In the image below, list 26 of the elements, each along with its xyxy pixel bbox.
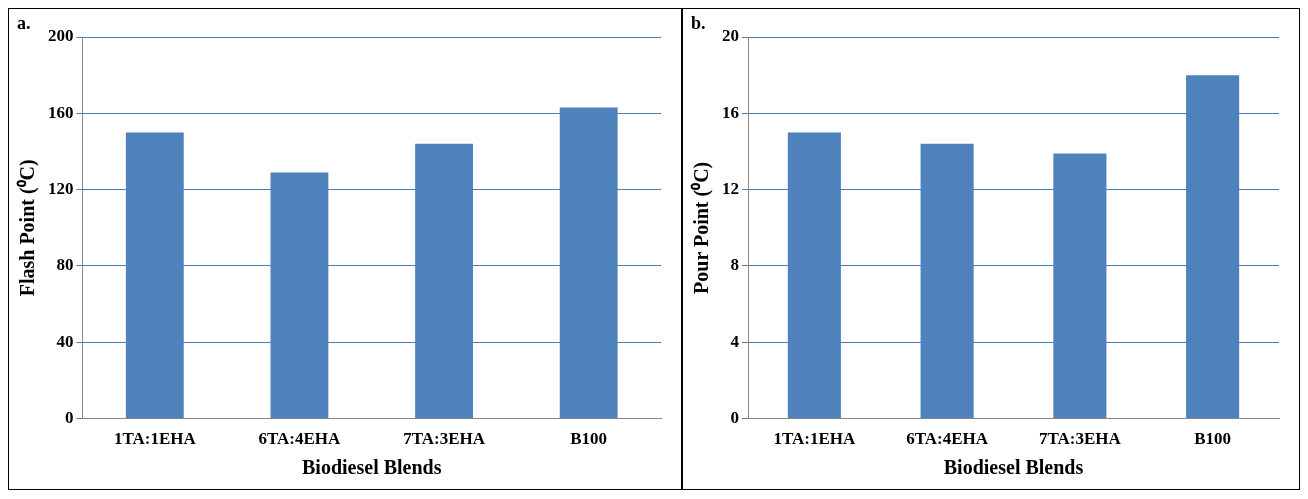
y-tick-label: 160 <box>48 102 74 122</box>
y-tick-label: 12 <box>722 179 739 199</box>
x-tick-label: 7TA:3EHA <box>403 429 486 449</box>
text: a. <box>17 12 31 33</box>
y-tick-label: 80 <box>56 255 74 275</box>
y-tick-label: 40 <box>56 331 74 351</box>
x-tick-label: B100 <box>1194 429 1232 449</box>
x-tick-label: 1TA:1EHA <box>773 429 857 449</box>
y-tick-label: 200 <box>48 26 74 46</box>
y-axis-title: Flash Point (⁰C) <box>16 159 40 297</box>
x-tick-label: 7TA:3EHA <box>1038 429 1122 449</box>
text: b. <box>691 12 706 33</box>
y-tick-label: 4 <box>730 331 740 351</box>
x-axis-title: Biodiesel Blends <box>943 456 1084 479</box>
y-tick-label: 16 <box>722 102 739 122</box>
x-axis-title: Biodiesel Blends <box>302 456 442 479</box>
x-tick-label: 1TA:1EHA <box>113 429 197 449</box>
y-tick-label: 20 <box>722 26 739 46</box>
y-tick-label: 0 <box>730 407 739 427</box>
x-tick-label: 6TA:4EHA <box>906 429 989 449</box>
y-axis-title: Pour Point (⁰C) <box>690 161 714 294</box>
y-tick-label: 120 <box>48 179 74 199</box>
y-tick-label: 8 <box>730 255 739 275</box>
y-tick-label: 0 <box>65 407 74 427</box>
x-tick-label: B100 <box>570 429 608 449</box>
x-tick-label: 6TA:4EHA <box>258 429 342 449</box>
